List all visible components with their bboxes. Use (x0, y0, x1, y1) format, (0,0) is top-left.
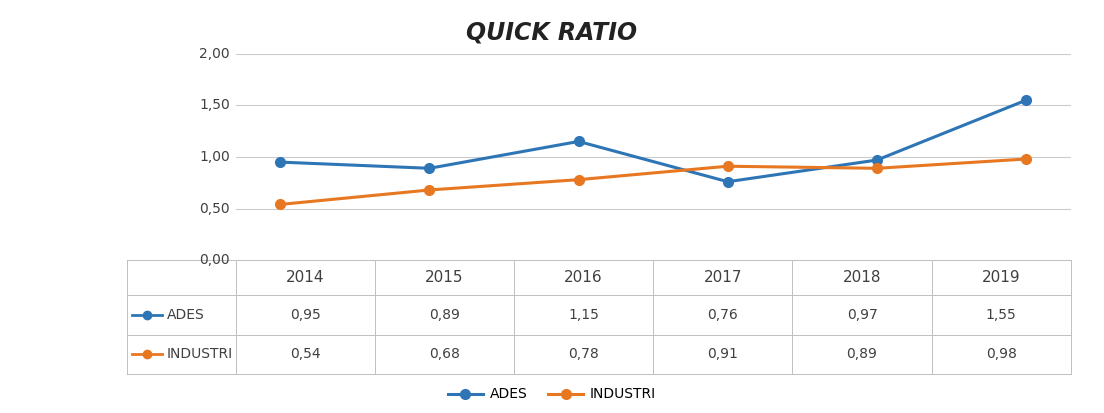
Text: ADES: ADES (167, 308, 205, 322)
Text: 1,15: 1,15 (569, 308, 599, 322)
Text: 1,50: 1,50 (199, 98, 230, 112)
Text: 0,68: 0,68 (429, 347, 459, 361)
Text: 0,54: 0,54 (290, 347, 320, 361)
Text: 0,89: 0,89 (429, 308, 459, 322)
Text: 0,76: 0,76 (708, 308, 739, 322)
Text: 2014: 2014 (286, 270, 325, 285)
Text: 0,78: 0,78 (569, 347, 599, 361)
Text: 2019: 2019 (981, 270, 1020, 285)
Text: 2,00: 2,00 (200, 47, 230, 61)
Legend: ADES, INDUSTRI: ADES, INDUSTRI (443, 382, 661, 407)
Text: 1,55: 1,55 (986, 308, 1017, 322)
Text: 0,89: 0,89 (847, 347, 878, 361)
Text: 0,50: 0,50 (200, 202, 230, 216)
Text: 2016: 2016 (564, 270, 603, 285)
Text: 2017: 2017 (703, 270, 742, 285)
Text: 0,95: 0,95 (289, 308, 320, 322)
Text: 0,91: 0,91 (708, 347, 739, 361)
Text: INDUSTRI: INDUSTRI (167, 347, 233, 361)
Text: 0,98: 0,98 (986, 347, 1017, 361)
Text: 0,97: 0,97 (847, 308, 878, 322)
Text: 2018: 2018 (842, 270, 881, 285)
Text: 0,00: 0,00 (200, 253, 230, 267)
Text: 1,00: 1,00 (199, 150, 230, 164)
Text: QUICK RATIO: QUICK RATIO (466, 21, 638, 45)
Text: 2015: 2015 (425, 270, 464, 285)
